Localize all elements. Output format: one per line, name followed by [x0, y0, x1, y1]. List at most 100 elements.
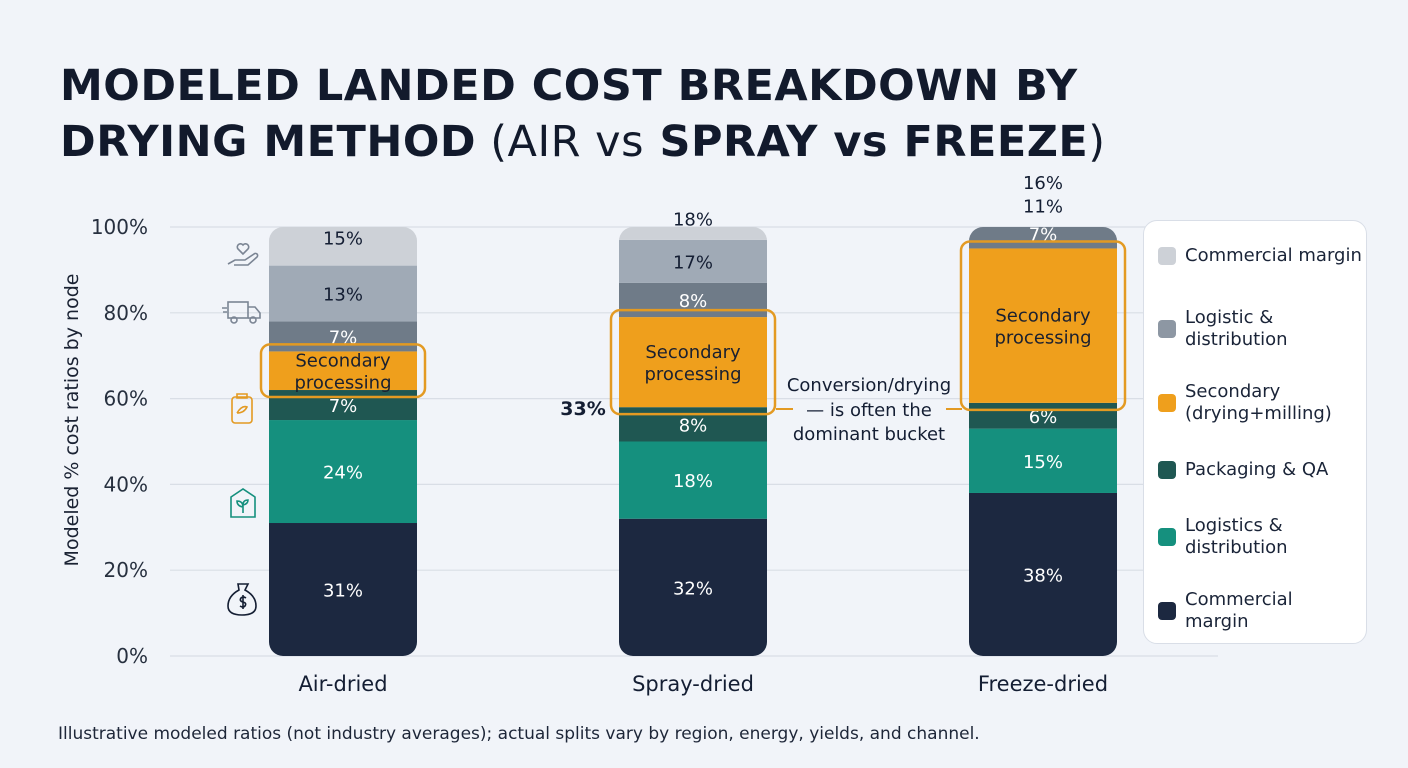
bar-segment: [619, 317, 767, 408]
segment-label: 7%: [1029, 224, 1058, 245]
truck-icon-path: [230, 316, 238, 324]
legend: Commercial margin Logistic & distribution S…: [1143, 220, 1367, 644]
legend-label: Logistics & distribution: [1185, 515, 1288, 558]
plant-box-icon-path: [236, 499, 249, 513]
segment-label: 18%: [673, 471, 713, 492]
bar-segment: [619, 282, 767, 318]
y-axis-label: Modeled % cost ratios by node: [61, 274, 83, 567]
legend-label: Packaging & QA: [1185, 459, 1329, 480]
truck-icon: [222, 301, 261, 324]
bar-segment: [619, 227, 767, 240]
segment-label: 7%: [329, 396, 358, 417]
bar-segment: [269, 420, 417, 524]
legend-label: Logistic & distribution: [1185, 307, 1288, 350]
bar-segment: [969, 402, 1117, 429]
y-tick-label: 100%: [91, 215, 148, 239]
legend-item: Packaging & QA: [1158, 459, 1363, 481]
segment-label: processing: [294, 373, 391, 394]
hand-heart-icon-path: [227, 252, 259, 266]
callout-text: Conversion/drying: [787, 375, 951, 396]
money-bag-icon-path: [239, 595, 247, 609]
plant-box-icon-path: [230, 488, 256, 518]
legend-item: Logistic & distribution: [1158, 307, 1363, 351]
bar-segment: [619, 518, 767, 656]
truck-icon-path: [249, 316, 257, 324]
bar-segment: [969, 428, 1117, 493]
plant-box-icon: [230, 488, 256, 518]
legend-item: Commercial margin: [1158, 245, 1363, 267]
bar-segment: [269, 227, 417, 266]
highlight-frame: [609, 308, 777, 416]
segment-label: 11%: [1023, 197, 1063, 218]
bar-freeze-dried: [969, 227, 1117, 656]
callout-text: dominant bucket: [793, 424, 945, 445]
segment-label: 15%: [323, 229, 363, 250]
legend-label: Commercial margin: [1185, 245, 1362, 266]
highlight-frame: [959, 240, 1127, 412]
bar-segment: [269, 523, 417, 656]
truck-icon-path: [222, 307, 227, 313]
title-line-2e: ): [1088, 117, 1106, 167]
bar-segment: [619, 441, 767, 519]
bar-spray-dried: [619, 227, 767, 656]
y-tick-label: 0%: [116, 644, 148, 668]
bar-segment: [269, 321, 417, 352]
hand-heart-icon-path: [236, 243, 250, 256]
segment-label: 15%: [1023, 452, 1063, 473]
legend-swatch: [1158, 247, 1176, 265]
x-tick-label: Spray-dried: [632, 672, 754, 696]
segment-label: 13%: [323, 284, 363, 305]
hand-heart-icon: [227, 243, 259, 266]
legend-swatch: [1158, 528, 1176, 546]
bar-segment: [619, 407, 767, 442]
legend-label: Secondary (drying+milling): [1185, 381, 1332, 424]
segment-label: 38%: [1023, 565, 1063, 586]
footnote: Illustrative modeled ratios (not industr…: [58, 724, 980, 744]
segment-label: processing: [994, 328, 1091, 349]
segment-label: 31%: [323, 581, 363, 602]
highlight-frame: [259, 343, 427, 399]
legend-swatch: [1158, 602, 1176, 620]
segment-label: processing: [644, 364, 741, 385]
money-bag-icon-path: [227, 583, 257, 616]
segment-label: Secondary: [645, 342, 741, 363]
chart-title: MODELED LANDED COST BREAKDOWN BY DRYING …: [60, 58, 1260, 170]
segment-label: 8%: [679, 291, 708, 312]
segment-label: 24%: [323, 463, 363, 484]
segment-label: 6%: [1029, 407, 1058, 428]
jar-icon: [231, 393, 253, 424]
title-line-2a: DRYING METHOD: [60, 117, 477, 167]
title-line-2d: SPRAY vs FREEZE: [644, 117, 1089, 167]
bar-segment: [269, 351, 417, 391]
jar-icon-path: [236, 393, 249, 414]
legend-item: Secondary (drying+milling): [1158, 381, 1363, 425]
segment-label: 8%: [679, 415, 708, 436]
legend-swatch: [1158, 461, 1176, 479]
bar-segment: [269, 390, 417, 421]
segment-label: 16%: [1023, 173, 1063, 194]
title-line-2c: vs: [595, 117, 645, 167]
bar-segment: [969, 492, 1117, 656]
segment-label: 17%: [673, 252, 713, 273]
segment-label: 32%: [673, 578, 713, 599]
y-tick-label: 60%: [104, 387, 148, 411]
legend-label: Commercial margin: [1185, 589, 1293, 632]
legend-swatch: [1158, 394, 1176, 412]
legend-item: Commercial margin: [1158, 589, 1363, 633]
x-tick-label: Freeze-dried: [978, 672, 1108, 696]
segment-label: Secondary: [295, 351, 391, 372]
jar-icon-path: [231, 396, 253, 424]
truck-icon-path: [227, 301, 249, 319]
y-tick-label: 20%: [104, 558, 148, 582]
title-line-1: MODELED LANDED COST BREAKDOWN BY: [60, 61, 1078, 111]
segment-label: Secondary: [995, 306, 1091, 327]
segment-label: 7%: [329, 327, 358, 348]
annotation-value: 33%: [560, 398, 605, 420]
title-line-2b: (AIR: [476, 117, 596, 167]
y-tick-label: 40%: [104, 472, 148, 496]
bar-segment: [969, 248, 1117, 403]
bar-air-dried: [269, 227, 417, 656]
legend-swatch: [1158, 320, 1176, 338]
segment-label: 18%: [673, 209, 713, 230]
